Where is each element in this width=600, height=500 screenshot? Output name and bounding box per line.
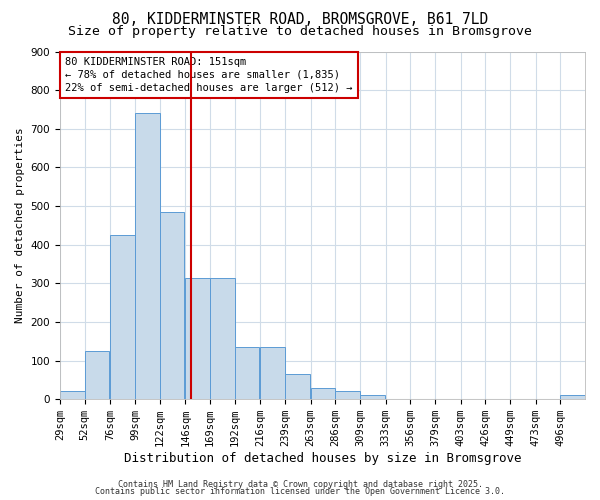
X-axis label: Distribution of detached houses by size in Bromsgrove: Distribution of detached houses by size … [124,452,521,465]
Text: 80 KIDDERMINSTER ROAD: 151sqm
← 78% of detached houses are smaller (1,835)
22% o: 80 KIDDERMINSTER ROAD: 151sqm ← 78% of d… [65,56,353,93]
Bar [235,347,259,399]
Bar [560,396,585,399]
Y-axis label: Number of detached properties: Number of detached properties [15,128,25,323]
Bar [185,278,210,399]
Bar [160,212,184,399]
Bar [110,235,135,399]
Bar [85,351,109,399]
Bar [60,392,85,399]
Text: Size of property relative to detached houses in Bromsgrove: Size of property relative to detached ho… [68,25,532,38]
Bar [285,374,310,399]
Text: 80, KIDDERMINSTER ROAD, BROMSGROVE, B61 7LD: 80, KIDDERMINSTER ROAD, BROMSGROVE, B61 … [112,12,488,28]
Bar [360,396,385,399]
Text: Contains public sector information licensed under the Open Government Licence 3.: Contains public sector information licen… [95,488,505,496]
Bar [335,392,360,399]
Bar [210,278,235,399]
Bar [311,388,335,399]
Text: Contains HM Land Registry data © Crown copyright and database right 2025.: Contains HM Land Registry data © Crown c… [118,480,482,489]
Bar [260,347,285,399]
Bar [135,114,160,399]
